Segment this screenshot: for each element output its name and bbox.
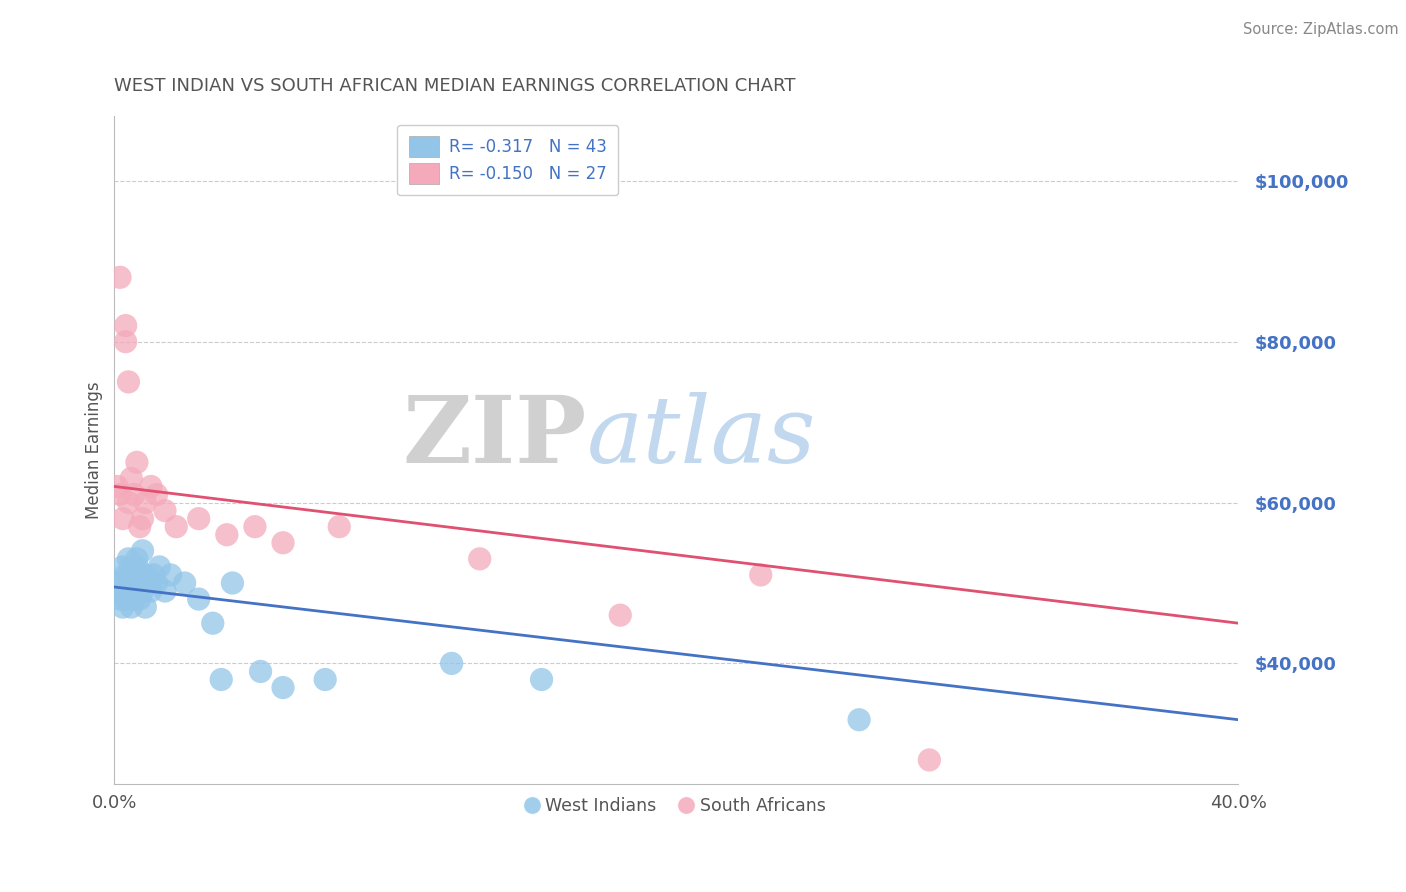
Point (105, 479, 128, 493)
Text: ZIP: ZIP (402, 392, 586, 482)
Point (125, 576, 148, 591)
Point (139, 584, 162, 599)
Point (125, 552, 148, 566)
Point (249, 665, 271, 679)
Point (111, 511, 134, 525)
Point (117, 584, 139, 599)
Point (145, 487, 167, 501)
Point (173, 576, 195, 591)
Point (117, 552, 139, 566)
Point (108, 592, 131, 607)
Text: atlas: atlas (586, 392, 815, 482)
Point (145, 576, 167, 591)
Point (108, 270, 131, 285)
Point (209, 673, 232, 687)
Point (125, 560, 148, 574)
Point (122, 584, 145, 599)
Point (108, 576, 131, 591)
Point (609, 608, 631, 623)
Point (128, 576, 150, 591)
Point (117, 375, 139, 389)
Point (221, 576, 243, 591)
Point (120, 560, 142, 574)
Point (159, 568, 181, 582)
Point (128, 592, 150, 607)
Point (122, 592, 145, 607)
Point (134, 568, 156, 582)
Point (165, 519, 187, 533)
Point (131, 584, 153, 599)
Point (148, 560, 170, 574)
Point (187, 592, 209, 607)
Point (271, 535, 294, 549)
Point (131, 543, 153, 558)
Point (128, 519, 150, 533)
Y-axis label: Median Earnings: Median Earnings (86, 382, 103, 519)
Point (918, 753, 941, 767)
Point (136, 576, 159, 591)
Point (243, 519, 266, 533)
Point (139, 479, 162, 493)
Point (122, 568, 145, 582)
Point (134, 600, 156, 615)
Point (468, 552, 491, 566)
Point (134, 495, 156, 509)
Point (114, 334, 136, 349)
Point (120, 600, 142, 615)
Legend: West Indians, South Africans: West Indians, South Africans (520, 790, 832, 822)
Point (120, 471, 142, 485)
Point (153, 503, 176, 517)
Point (848, 713, 870, 727)
Point (105, 584, 128, 599)
Point (131, 511, 153, 525)
Point (201, 616, 224, 631)
Point (314, 673, 336, 687)
Point (111, 560, 134, 574)
Point (114, 568, 136, 582)
Point (142, 568, 165, 582)
Text: Source: ZipAtlas.com: Source: ZipAtlas.com (1243, 22, 1399, 37)
Point (440, 657, 463, 671)
Point (108, 487, 131, 501)
Point (117, 576, 139, 591)
Point (187, 511, 209, 525)
Point (530, 673, 553, 687)
Point (114, 592, 136, 607)
Point (749, 568, 772, 582)
Point (114, 318, 136, 333)
Point (117, 495, 139, 509)
Point (122, 487, 145, 501)
Point (215, 527, 238, 541)
Point (328, 519, 350, 533)
Point (111, 600, 134, 615)
Point (271, 681, 294, 695)
Point (125, 455, 148, 469)
Text: WEST INDIAN VS SOUTH AFRICAN MEDIAN EARNINGS CORRELATION CHART: WEST INDIAN VS SOUTH AFRICAN MEDIAN EARN… (114, 78, 796, 95)
Point (122, 576, 145, 591)
Point (153, 584, 176, 599)
